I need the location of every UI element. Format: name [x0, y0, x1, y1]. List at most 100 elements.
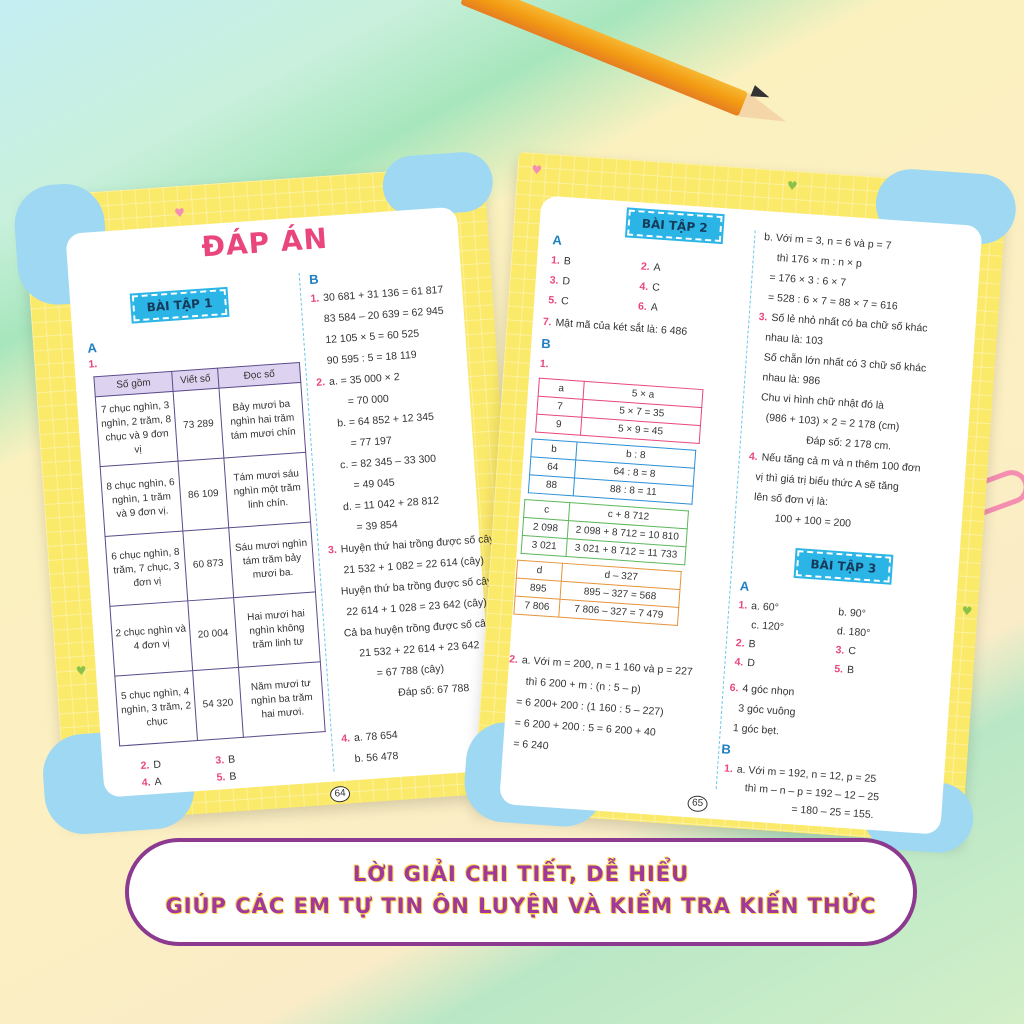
item-number: 1.	[88, 358, 98, 371]
table-row: 5 chục nghìn, 4 nghìn, 3 trăm, 2 chục 54 …	[114, 661, 326, 746]
table-cell: 2 chục nghìn và 4 đơn vị	[109, 600, 193, 677]
line-text: lên số đơn vị là:	[753, 490, 829, 509]
answer-value: B	[563, 255, 572, 268]
item-number: 7.	[542, 315, 552, 329]
heart-decoration: ♥	[786, 178, 799, 194]
answer-value: B	[748, 637, 757, 651]
item-number: 5.	[547, 294, 558, 307]
part-a-label: A	[86, 340, 98, 356]
line-text: 12 105 × 5 = 60 525	[324, 327, 420, 347]
item-number: 2.	[508, 653, 519, 666]
right-page: ♥ ♥ ♥ BÀI TẬP 2 A 1. B 2. A 3. D 4. C 5. C 6. A 7. M…	[461, 151, 1019, 855]
line-text: 100 + 100 = 200	[774, 512, 852, 530]
item-number: 4.	[639, 280, 649, 294]
answer-card-right: BÀI TẬP 2 A 1. B 2. A 3. D 4. C 5. C 6. A 7. Mật mã …	[499, 195, 983, 835]
table-cell: 7 806	[513, 596, 561, 618]
item-number: 1.	[723, 762, 734, 776]
line-text: = 6 240	[512, 737, 549, 753]
item-number: 2.	[640, 260, 651, 274]
line-text: 4 góc nhọn	[742, 682, 795, 699]
line-text: a. 78 654	[353, 729, 399, 745]
table-cell: 54 320	[192, 667, 244, 741]
answer-value: C	[560, 295, 570, 308]
banner-line-1: LỜI GIẢI CHI TIẾT, DỄ HIỂU	[352, 862, 690, 886]
item-number: 5.	[833, 663, 844, 676]
answer-value: b. 90°	[837, 606, 867, 621]
part-a-label: A	[552, 232, 563, 248]
part-b-label: B	[308, 271, 320, 288]
table-cell: 7 chục nghìn, 3 nghìn, 2 trăm, 8 chục và…	[95, 391, 178, 467]
table-cell: Sáu mươi nghìn tám trăm bảy mươi ba.	[228, 522, 316, 598]
heart-decoration: ♥	[961, 603, 973, 619]
table-cell: 6 chục nghìn, 8 trăm, 7 chục, 3 đơn vị	[105, 531, 188, 607]
line-text: nhau là: 986	[762, 371, 821, 388]
item-number: 3.	[215, 754, 225, 767]
s3-part-a-label: A	[739, 578, 750, 594]
answer-card-left: ĐÁP ÁN BÀI TẬP 1 A 1. Số gồm Viết số Đọc s…	[65, 206, 496, 803]
answer-value: D	[152, 758, 162, 772]
heart-decoration: ♥	[173, 205, 186, 221]
line-text: d. = 11 042 + 28 812	[342, 494, 440, 514]
answer-value: A	[650, 301, 659, 314]
left-page: ♥ ♥ ĐÁP ÁN BÀI TẬP 1 A 1. Số gồm Viết số Đ…	[11, 150, 528, 837]
line-text: = 180 – 25 = 155.	[790, 803, 874, 822]
item-number: 4.	[748, 450, 759, 464]
table-cell: Năm mươi tư nghìn ba trăm hai mươi.	[238, 661, 326, 738]
section-badge: BÀI TẬP 2	[625, 207, 725, 245]
item-number: 3.	[758, 310, 768, 324]
section-badge: BÀI TẬP 1	[129, 286, 230, 324]
line-text: thì 6 200 + m : (n : 5 – p)	[525, 675, 642, 696]
banner-line-2: GIÚP CÁC EM TỰ TIN ÔN LUYỆN VÀ KIỂM TRA …	[165, 894, 877, 918]
line-text: b. = 64 852 + 12 345	[336, 410, 435, 430]
line-text: = 176 × 3 : 6 × 7	[769, 271, 847, 289]
table-cell: Bảy mươi ba nghìn hai trăm tám mươi chín	[218, 382, 306, 458]
page-number: 64	[329, 785, 351, 803]
item-number: 2.	[315, 376, 326, 389]
heart-decoration: ♥	[530, 162, 543, 178]
table-cell: 88	[528, 474, 575, 496]
item-number: 1.	[539, 357, 550, 371]
item-number: 4.	[734, 656, 744, 669]
table-cell: Tám mươi sáu nghìn một trăm linh chín.	[223, 452, 311, 528]
line-text: = 67 788 (cây)	[376, 662, 445, 680]
item-text: Mật mã của két sắt là: 6 486	[555, 316, 688, 338]
line-text: b. 56 478	[354, 750, 399, 766]
line-text: 3 góc vuông	[737, 702, 796, 719]
answer-value: C	[651, 281, 661, 294]
answer-value: A	[154, 775, 162, 789]
line-text: nhau là: 103	[764, 331, 824, 348]
section-3-badge: BÀI TẬP 3	[793, 547, 894, 586]
s3-part-b-label: B	[720, 741, 732, 757]
item-7: 7. Mật mã của két sắt là: 6 486	[542, 316, 687, 338]
answer-value: D	[746, 656, 756, 670]
answer-value: D	[562, 275, 571, 288]
table-cell: 60 873	[182, 527, 234, 601]
line-text: = 77 197	[350, 434, 393, 450]
line-text: Đáp số: 2 178 cm.	[805, 434, 892, 453]
line-text: = 49 045	[353, 476, 396, 492]
line-text: = 70 000	[347, 392, 390, 408]
line-text: 21 532 + 22 614 + 23 642	[358, 639, 480, 660]
answer-value: B	[228, 770, 237, 783]
item-number: 2.	[735, 637, 746, 650]
page-title: ĐÁP ÁN	[200, 221, 329, 264]
answer-value: a. 60°	[750, 600, 780, 614]
part-b-label: B	[540, 335, 552, 352]
line-text: 1 góc bẹt.	[732, 722, 780, 738]
table-cell: 5 chục nghìn, 4 nghìn, 3 trăm, 2 chục	[114, 670, 198, 746]
line-text: 83 584 – 20 639 = 62 945	[323, 304, 445, 326]
promo-banner: LỜI GIẢI CHI TIẾT, DỄ HIỂU GIÚP CÁC EM T…	[125, 838, 917, 946]
item-number: 2.	[140, 759, 150, 773]
table-cell: 9	[535, 414, 582, 436]
table-cell: 20 004	[187, 597, 239, 671]
item-number: 6.	[637, 300, 648, 314]
table-cell: 73 289	[173, 388, 224, 462]
item-number: 1.	[550, 254, 561, 267]
line-text: Đáp số: 67 788	[397, 681, 470, 699]
line-text: = 39 854	[356, 518, 399, 534]
answer-value: c. 120°	[750, 619, 785, 634]
